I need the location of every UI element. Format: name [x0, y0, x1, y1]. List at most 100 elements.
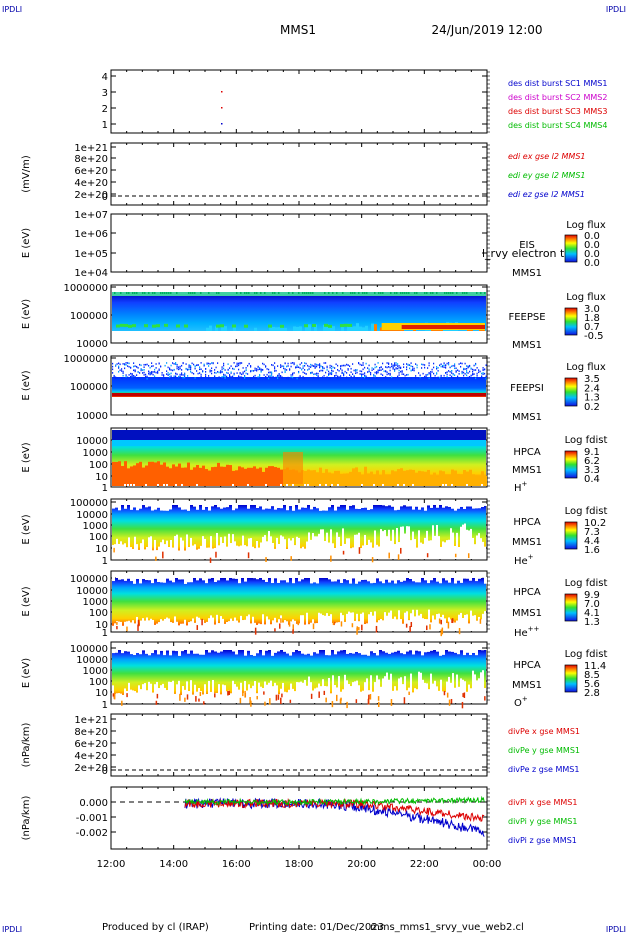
heatmap-cell [202, 465, 205, 486]
heatmap-cell [254, 377, 256, 380]
heatmap-cell [209, 557, 212, 563]
y-tick-label: 2e+20 [74, 190, 108, 201]
heatmap-cell [397, 365, 399, 367]
heatmap-cell [296, 364, 298, 367]
heatmap-gap [412, 692, 414, 703]
heatmap-gap [133, 504, 136, 508]
heatmap-gap [136, 649, 139, 654]
heatmap-cell [157, 461, 160, 486]
heatmap-gap [115, 649, 118, 653]
heatmap-gap [338, 622, 340, 631]
heatmap-cell [449, 366, 451, 369]
heatmap-gap [316, 577, 319, 584]
heatmap-cell [238, 466, 241, 486]
heatmap-cell [380, 366, 382, 369]
heatmap-gap [420, 542, 422, 559]
heatmap-gap [154, 539, 156, 559]
heatmap-gap [418, 530, 420, 559]
heatmap-cell [275, 369, 277, 372]
heatmap-gap [388, 529, 390, 559]
heatmap-gap [367, 504, 370, 510]
heatmap-gap [346, 504, 349, 510]
heatmap-gap [252, 616, 254, 631]
heatmap-cell [242, 367, 244, 369]
heatmap-cell [469, 469, 472, 486]
heatmap-cell [122, 374, 124, 377]
heatmap-gap [276, 537, 278, 559]
heatmap-cell [215, 551, 217, 558]
heatmap-gap [187, 504, 190, 511]
heatmap-cell [205, 375, 207, 378]
heatmap-cell [221, 368, 223, 370]
heatmap-gap [292, 538, 294, 559]
heatmap-cell [442, 364, 444, 367]
heatmap-cell [274, 366, 276, 368]
y-tick-label: 1e+06 [74, 229, 108, 240]
heatmap-cell [122, 363, 124, 365]
heatmap-gap [460, 612, 462, 631]
footer-printing-date: Printing date: 01/Dec/2023 [249, 922, 384, 933]
heatmap-gap [196, 549, 198, 559]
heatmap-gap [199, 577, 202, 579]
heatmap-cell [223, 362, 225, 365]
heatmap-cell [169, 376, 171, 378]
heatmap-gap [391, 649, 394, 653]
heatmap-cell [397, 367, 399, 370]
heatmap-cell [264, 292, 266, 294]
heatmap-cell [436, 366, 438, 368]
heatmap-cell [439, 376, 441, 379]
heatmap-gap [181, 504, 184, 510]
heatmap-cell [389, 374, 391, 376]
heatmap-gap [310, 682, 312, 703]
heatmap-cell [121, 377, 123, 379]
heatmap-cell [137, 377, 139, 379]
heatmap-cell [293, 362, 295, 364]
heatmap-cell [324, 323, 328, 327]
heatmap-cell [401, 371, 403, 373]
heatmap-cell [126, 292, 128, 294]
heatmap-gap [361, 577, 364, 580]
heatmap-cell [353, 376, 355, 379]
heatmap-gap [452, 621, 454, 631]
heatmap-cell [394, 471, 397, 486]
heatmap-cell [116, 377, 118, 379]
heatmap-gap [202, 504, 205, 510]
heatmap-gap [164, 618, 166, 631]
colorbar-tick-label: 10.2 [584, 518, 606, 529]
heatmap-cell [401, 370, 403, 372]
heatmap-gap [214, 547, 216, 559]
heatmap-gap [295, 504, 298, 505]
heatmap-cell [142, 369, 144, 371]
heatmap-cell [217, 462, 220, 486]
heatmap-cell [175, 372, 177, 375]
heatmap-gap [151, 504, 154, 511]
heatmap-cell [322, 472, 325, 486]
heatmap-cell [304, 369, 306, 371]
heatmap-gap [337, 504, 340, 507]
heatmap-cell [151, 371, 153, 373]
heatmap-cell [262, 471, 265, 486]
heatmap-cell [475, 363, 477, 366]
heatmap-gap [379, 577, 382, 582]
y-tick-label: 2 [102, 104, 108, 115]
heatmap-gap [112, 544, 114, 559]
heatmap-cell [433, 372, 435, 375]
heatmap-gap [280, 504, 283, 509]
heatmap-gap [169, 649, 172, 656]
heatmap-cell [431, 371, 433, 373]
heatmap-gap [415, 577, 418, 583]
heatmap-cell [254, 367, 256, 370]
heatmap-gap [298, 577, 301, 582]
heatmap-cell [355, 699, 358, 703]
heatmap-gap [114, 544, 116, 559]
heatmap-gap [124, 577, 127, 581]
colorbar-title: Log fdist [565, 578, 608, 589]
heatmap-gap [444, 618, 446, 631]
heatmap-cell [137, 619, 140, 627]
heatmap-cell [451, 370, 453, 372]
heatmap-cell [415, 375, 417, 377]
heatmap-gap [244, 504, 247, 505]
y-axis-label: (nPa/km) [21, 796, 32, 841]
heatmap-cell [205, 469, 208, 486]
heatmap-cell [329, 373, 331, 375]
